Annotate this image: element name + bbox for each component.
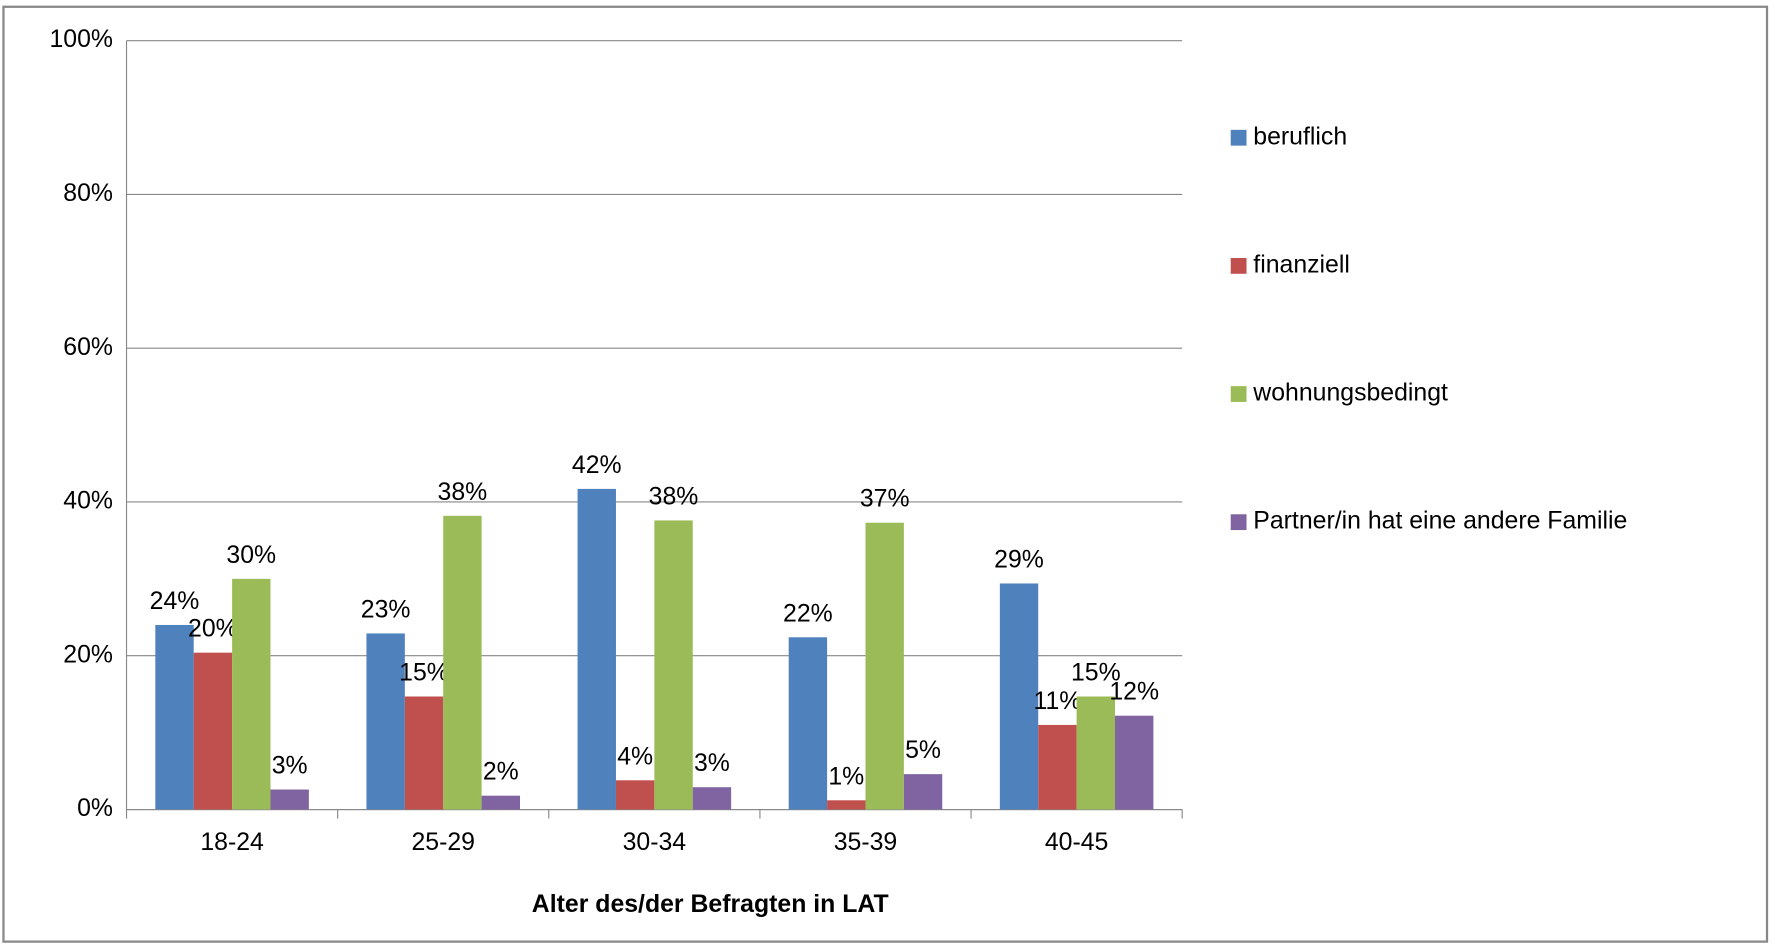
data-label: 4% — [617, 743, 653, 770]
data-label: 2% — [483, 759, 519, 786]
data-label: 38% — [438, 479, 488, 506]
y-tick-label: 80% — [63, 180, 113, 207]
bar — [443, 515, 482, 810]
legend-swatch — [1230, 129, 1247, 146]
data-label: 12% — [1109, 679, 1159, 706]
data-label: 22% — [783, 600, 833, 627]
data-label: 38% — [649, 483, 699, 510]
legend-label: finanziell — [1253, 251, 1350, 278]
legend-label: Partner/in hat eine andere Familie — [1253, 508, 1627, 535]
bar — [615, 780, 655, 810]
bar — [1115, 715, 1154, 810]
bar — [654, 520, 693, 810]
bar — [193, 652, 233, 810]
bar — [903, 774, 943, 810]
bar — [692, 787, 732, 810]
bar — [788, 637, 828, 810]
x-tick-label: 25-29 — [411, 829, 475, 856]
data-label: 15% — [1071, 659, 1121, 686]
legend-swatch — [1230, 257, 1247, 274]
data-label: 37% — [860, 486, 910, 513]
data-label: 24% — [150, 588, 200, 615]
y-tick-label: 20% — [63, 641, 113, 668]
data-label: 1% — [828, 763, 864, 790]
x-tick-label: 30-34 — [623, 829, 687, 856]
data-label: 3% — [272, 753, 308, 780]
y-tick-label: 40% — [63, 488, 113, 515]
legend-label: wohnungsbedingt — [1252, 380, 1448, 407]
data-label: 42% — [572, 452, 622, 479]
data-label: 15% — [399, 659, 449, 686]
bar — [155, 624, 194, 810]
bar — [577, 488, 616, 810]
y-tick-label: 60% — [63, 334, 113, 361]
bar — [827, 800, 866, 810]
y-tick-label: 100% — [49, 26, 113, 53]
x-axis-title: Alter des/der Befragten in LAT — [532, 891, 889, 918]
data-label: 11% — [1033, 688, 1081, 715]
x-tick-label: 35-39 — [834, 829, 898, 856]
data-label: 20% — [188, 616, 238, 643]
legend-label: beruflich — [1253, 123, 1347, 150]
bar — [1038, 724, 1077, 810]
bar — [999, 583, 1039, 810]
bar — [1076, 696, 1115, 810]
data-label: 29% — [994, 546, 1044, 573]
legend-swatch — [1230, 386, 1247, 402]
y-tick-label: 0% — [77, 795, 113, 822]
x-tick-label: 18-24 — [200, 829, 264, 856]
bar — [481, 795, 520, 810]
bar — [865, 522, 904, 810]
bar — [270, 789, 309, 810]
data-label: 3% — [694, 750, 730, 777]
data-label: 5% — [905, 737, 941, 764]
bar — [232, 578, 271, 810]
bar — [404, 696, 444, 810]
data-label: 23% — [361, 596, 411, 623]
bar — [366, 633, 405, 810]
legend-swatch — [1230, 514, 1247, 531]
x-tick-label: 40-45 — [1045, 829, 1109, 856]
data-label: 30% — [226, 542, 276, 569]
